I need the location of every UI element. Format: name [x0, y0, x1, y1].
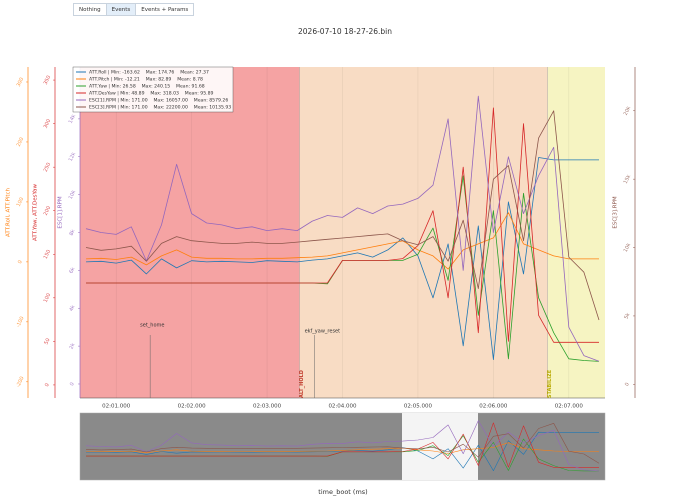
series-line [85, 212, 599, 270]
y-tick-label: -200 [15, 376, 25, 389]
x-tick-label: 02:02.000 [178, 404, 207, 410]
x-tick-label: 02:04.000 [328, 404, 357, 410]
y-tick-label: 5k [623, 312, 631, 320]
toggle-button[interactable]: Events + Params [135, 3, 195, 16]
legend-label: ESC[3].RPM | Min: 171.00 Max: 22200.00 M… [89, 105, 231, 111]
y-tick-label: -100 [15, 316, 25, 329]
y-axis-title: ATT.Roll, ATT.Pitch [6, 187, 12, 237]
y-tick-label: 14k [68, 114, 77, 125]
y-tick-label: 10k [623, 242, 632, 253]
y-tick-label: 0 [624, 382, 631, 387]
x-tick-label: 02:06.000 [479, 404, 508, 410]
x-tick-label: 02:07.000 [555, 404, 584, 410]
slider-line [85, 431, 599, 471]
y-tick-label: 15k [623, 174, 632, 185]
y-tick-label: 100 [16, 197, 25, 208]
x-tick-label: 02:01.000 [102, 404, 131, 410]
series-line [85, 110, 600, 321]
y-tick-label: 200 [16, 137, 25, 148]
legend-label: ATT.Pitch | Min: -12.21 Max: 82.89 Mean:… [89, 77, 203, 83]
y-tick-label: 50 [43, 337, 51, 345]
y-tick-label: 4k [68, 304, 76, 312]
y-axis-title: ATT.Yaw, ATT.DesYaw [33, 183, 39, 241]
y-tick-label: 250 [43, 162, 52, 173]
y-tick-label: 20k [623, 105, 632, 116]
y-tick-label: 300 [43, 118, 52, 129]
event-label: ekf_yaw_reset [305, 329, 341, 335]
y-axis-title: ESC[1].RPM [58, 196, 64, 228]
mode-label: ALT_HOLD [299, 370, 305, 398]
y-tick-label: 200 [43, 205, 52, 216]
x-tick-label: 02:03.000 [253, 404, 282, 410]
y-axis-title: ESC[3].RPM [613, 196, 619, 228]
y-tick-label: 150 [43, 249, 52, 260]
legend-label: ATT.DesYaw | Min: 48.89 Max: 318.03 Mean… [89, 91, 214, 97]
mode-label: STABILIZE [547, 369, 553, 398]
slider-line [85, 423, 600, 464]
y-tick-label: 100 [43, 292, 52, 303]
legend-label: ESC[1].RPM | Min: 171.00 Max: 16057.00 M… [89, 98, 228, 104]
slider-line [85, 420, 600, 472]
slider-line [86, 422, 599, 468]
x-axis-title: time_boot (ms) [318, 488, 367, 496]
y-tick-label: 0 [17, 259, 24, 264]
x-tick-label: 02:05.000 [404, 404, 433, 410]
y-tick-label: 6k [68, 266, 76, 274]
series-line [85, 95, 600, 362]
legend: ATT.Roll | Min: -163.62 Max: 174.76 Mean… [72, 66, 234, 113]
event-label: set_home [140, 323, 164, 329]
legend-label: ATT.Yaw | Min: 26.58 Max: 240.15 Mean: 9… [89, 84, 205, 90]
mode-region [80, 67, 300, 398]
y-tick-label: 300 [16, 77, 25, 88]
y-tick-label: 12k [68, 151, 77, 162]
y-tick-label: 10k [68, 189, 77, 200]
series-line [86, 107, 599, 343]
y-tick-label: 0 [69, 381, 76, 386]
range-window [402, 413, 478, 480]
button-group: Nothing Events Events + Params [73, 3, 195, 16]
slider-line [85, 442, 599, 454]
y-tick-label: 0 [44, 382, 51, 387]
legend-box [72, 66, 234, 113]
mode-region [547, 67, 605, 398]
legend-label: ATT.Roll | Min: -163.62 Max: 174.76 Mean… [89, 70, 209, 76]
chart-title: 2026-07-10 18-27-26.bin [298, 27, 392, 36]
series-line [85, 157, 599, 360]
y-tick-label: 2k [68, 342, 76, 350]
y-tick-label: 350 [43, 75, 52, 86]
y-tick-label: 8k [68, 229, 76, 237]
